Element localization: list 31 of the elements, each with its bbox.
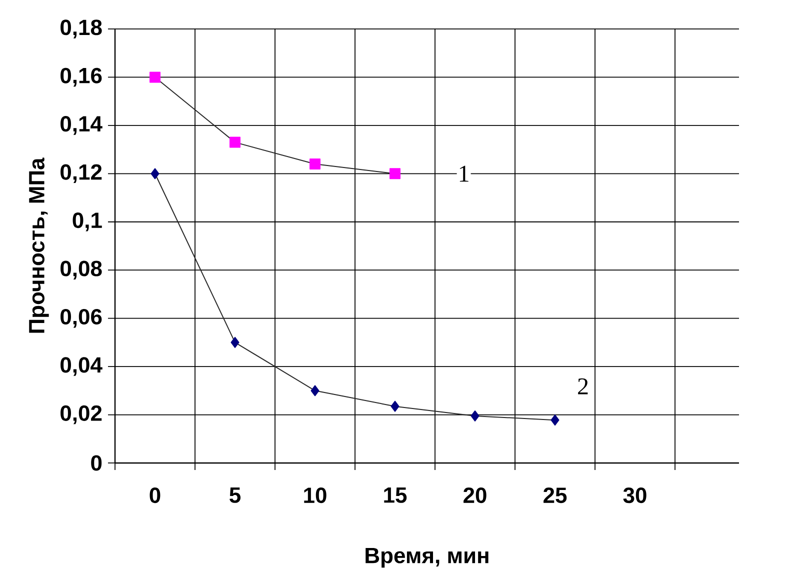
point [550,414,560,426]
y-tick-label: 0,14 [60,116,102,135]
point [310,158,321,170]
x-tick-label: 10 [304,488,326,504]
y-axis-title: Прочность, МПа [29,158,49,333]
y-tick-label: 0,16 [60,68,102,87]
y-tick-label: 0,06 [60,308,102,328]
point [150,72,161,83]
x-axis-title: Время, мин [366,548,488,568]
x-tick-label: 15 [384,488,407,503]
point [390,400,400,412]
y-tick-label: 0,08 [60,260,102,280]
point [310,385,320,396]
y-tick-label: 0,12 [60,164,102,184]
series-label: 2 [578,378,588,394]
x-tick-label: 20 [464,488,486,504]
y-tick-label: 0,02 [60,405,102,424]
point [470,410,480,422]
y-tick-label: 0,1 [72,212,102,232]
point [390,168,401,180]
x-tick-label: 30 [623,488,646,504]
x-tick-label: 5 [230,488,241,503]
text: 1 [460,166,468,182]
y-tick-label: 0,04 [60,357,102,376]
y-tick-label: 0,18 [60,20,102,38]
y-tick-label: 0 [91,455,102,471]
x-tick-label: 0 [150,488,160,504]
point [230,136,241,148]
point [230,336,240,348]
point [150,168,160,180]
x-tick-label: 25 [544,488,567,504]
